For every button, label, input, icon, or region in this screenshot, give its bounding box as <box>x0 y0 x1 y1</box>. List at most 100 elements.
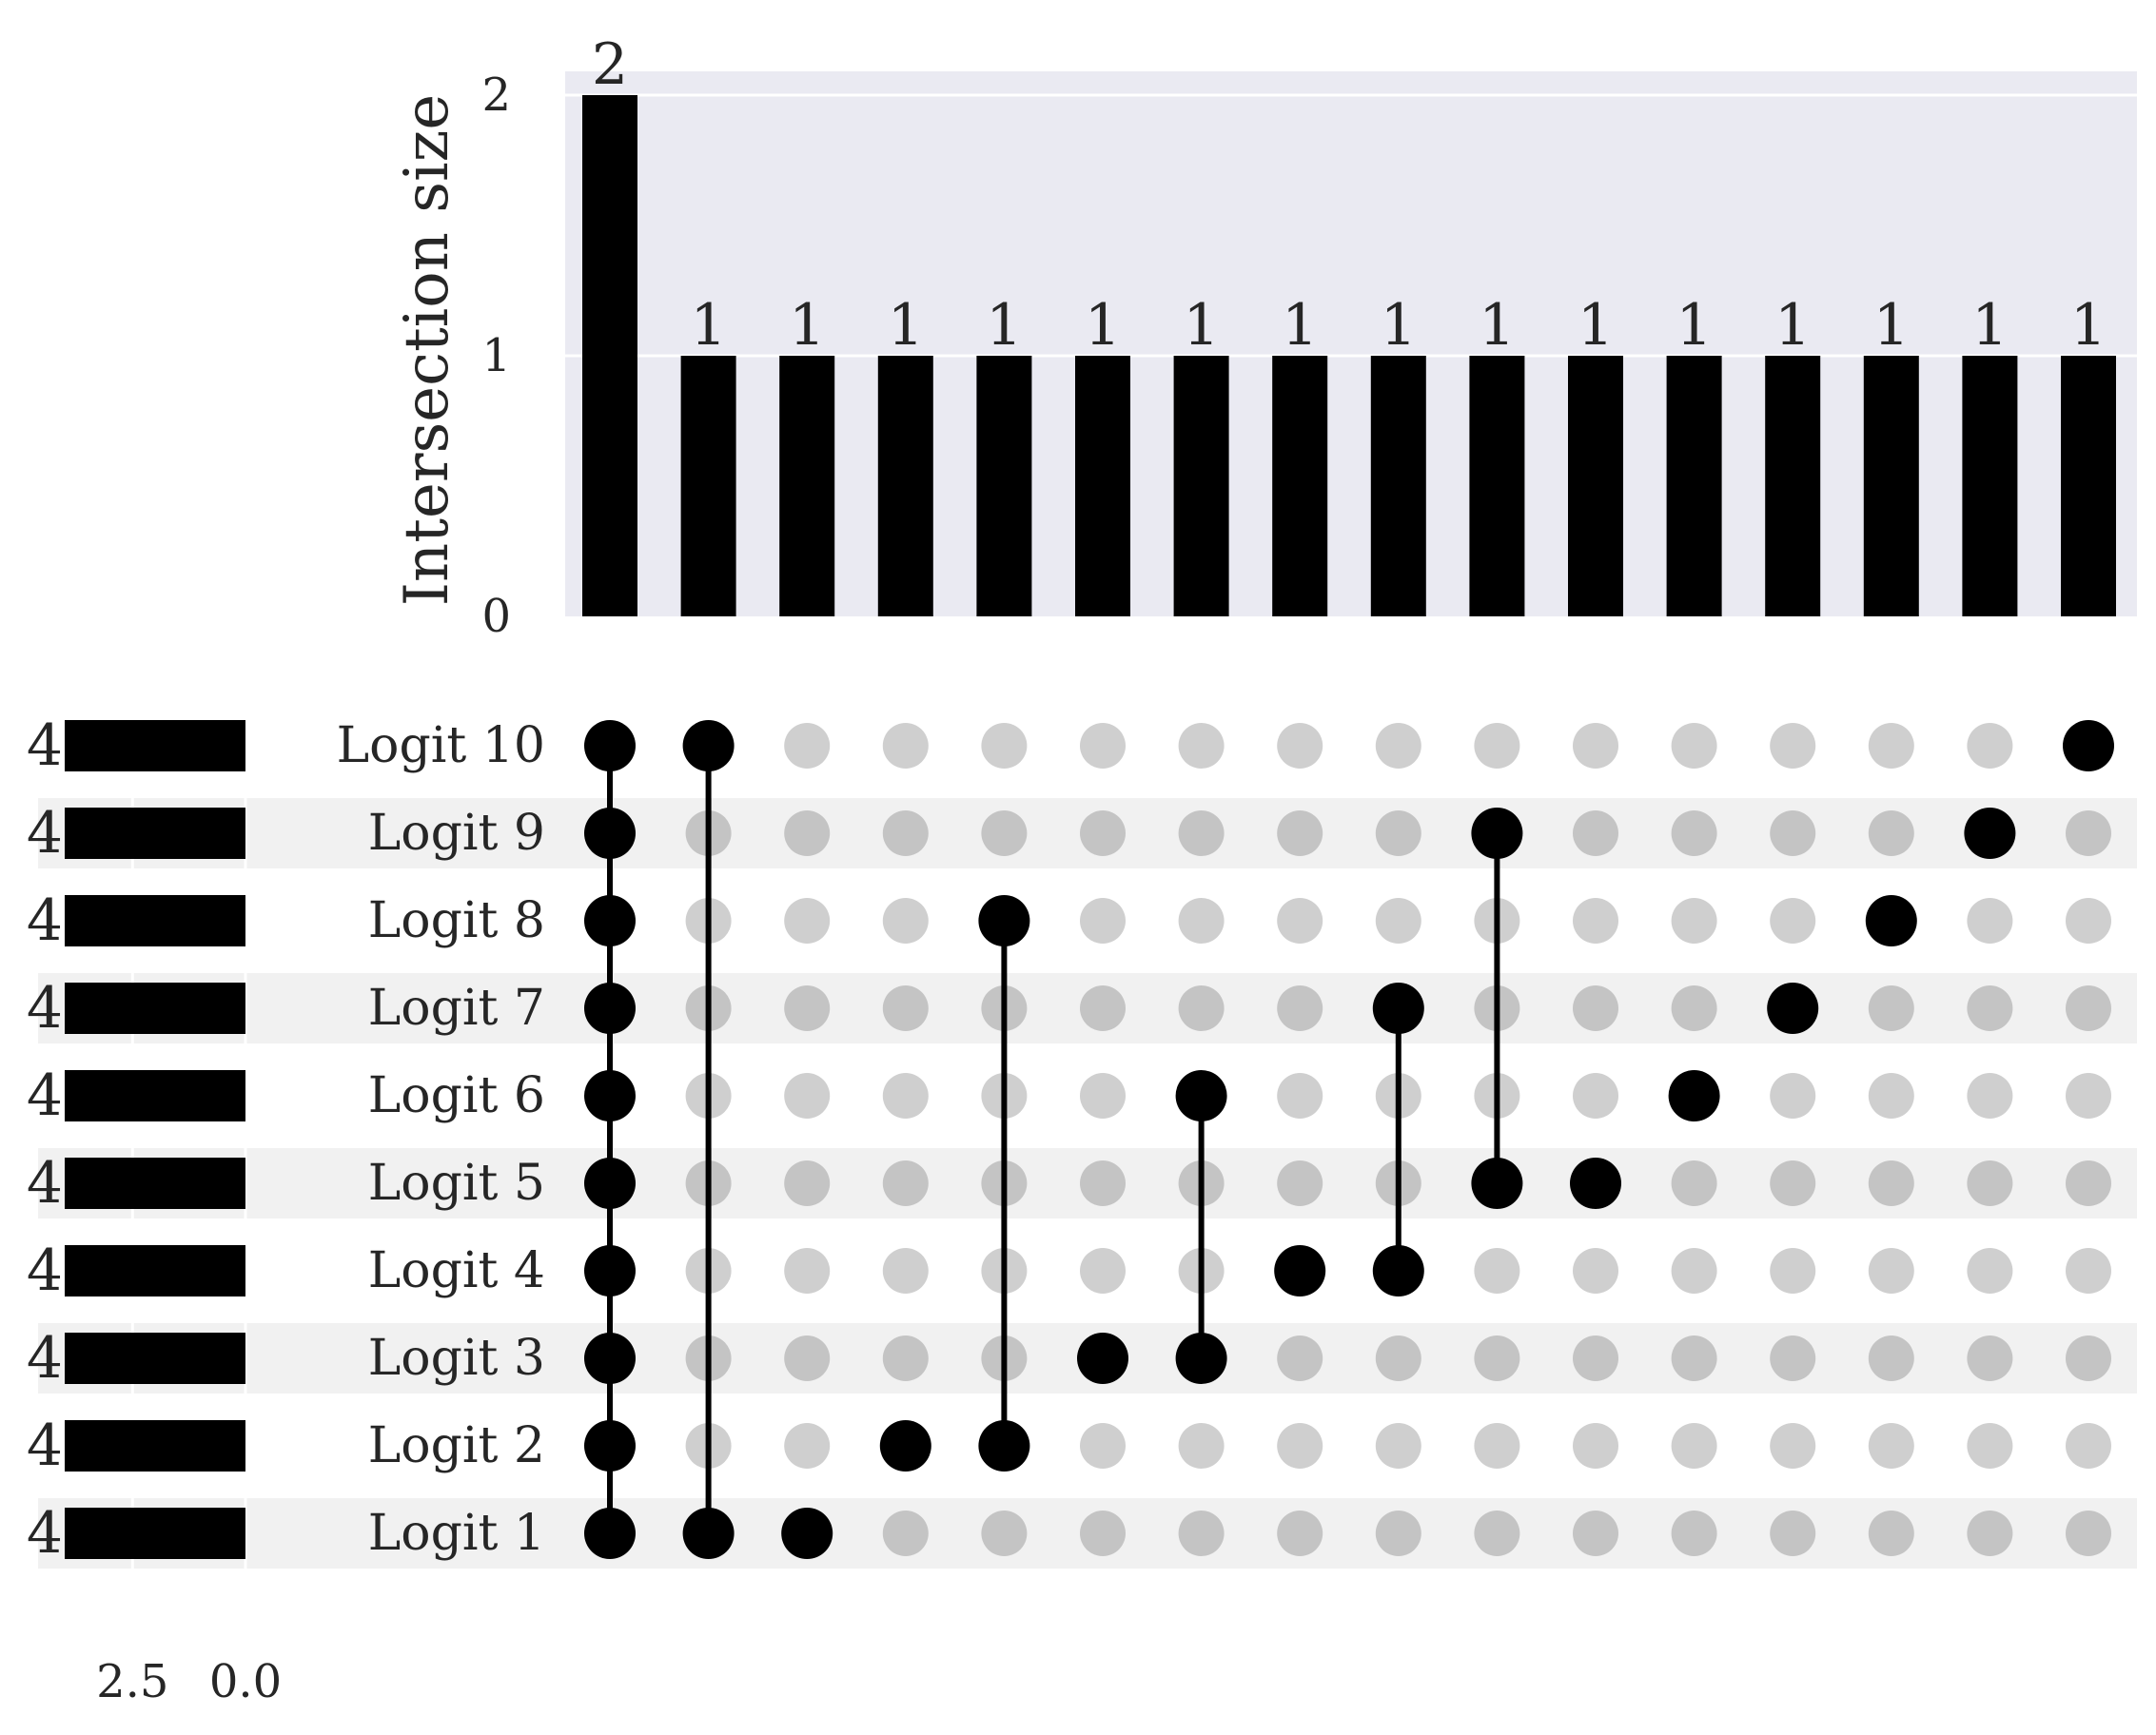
bar-value-label: 1 <box>789 292 825 359</box>
bar-value-label: 1 <box>1971 292 2008 359</box>
inactive-dot <box>1277 1511 1323 1556</box>
set-label: Logit 10 <box>337 717 545 774</box>
set-label: Logit 7 <box>368 980 545 1037</box>
inactive-dot <box>1671 810 1717 856</box>
intersection-bar <box>680 356 736 616</box>
bar-value-label: 1 <box>1184 292 1220 359</box>
inactive-dot <box>1868 1073 1914 1119</box>
inactive-dot <box>882 898 929 944</box>
intersection-bar <box>1666 356 1722 616</box>
set-label: Logit 3 <box>368 1330 545 1387</box>
inactive-dot <box>1573 810 1618 856</box>
inactive-dot <box>1868 1335 1914 1381</box>
set-size-value-label: 4 <box>27 1325 63 1392</box>
inactive-dot <box>1474 1423 1520 1469</box>
inactive-dot <box>1868 1423 1914 1469</box>
inactive-dot <box>1277 723 1323 769</box>
intersection-bar <box>1272 356 1328 616</box>
inactive-dot <box>981 723 1028 769</box>
inactive-dot <box>2066 985 2111 1031</box>
active-dot <box>1471 808 1523 859</box>
inactive-dot <box>1770 1511 1816 1556</box>
set-size-value-label: 4 <box>27 1150 63 1217</box>
set-label: Logit 5 <box>368 1155 545 1212</box>
inactive-dot <box>1967 1073 2013 1119</box>
inactive-dot <box>1671 898 1717 944</box>
inactive-dot <box>1868 985 1914 1031</box>
inactive-dot <box>1080 985 1126 1031</box>
active-dot <box>584 1508 636 1559</box>
inactive-dot <box>1671 1511 1717 1556</box>
inactive-dot <box>1770 1423 1816 1469</box>
inactive-dot <box>882 723 929 769</box>
intersection-bar <box>779 356 835 616</box>
set-size-panel: Logit 10 4 Logit 9 4 Logit 8 4 Logit 7 4 Logit 6… <box>27 712 545 1708</box>
inactive-dot <box>1770 723 1816 769</box>
bar-value-label: 1 <box>1381 292 1417 359</box>
inactive-dot <box>1671 723 1717 769</box>
inactive-dot <box>1178 1511 1225 1556</box>
active-dot <box>1767 983 1819 1034</box>
active-dot <box>879 1420 931 1472</box>
bar-value-label: 1 <box>691 292 727 359</box>
active-dot <box>1372 1245 1424 1296</box>
inactive-dot <box>1770 1160 1816 1206</box>
inactive-dot <box>1671 1335 1717 1381</box>
set-label: Logit 8 <box>368 892 545 949</box>
inactive-dot <box>1080 1160 1126 1206</box>
active-dot <box>584 1070 636 1121</box>
inactive-dot <box>1178 1423 1225 1469</box>
inactive-dot <box>784 723 831 769</box>
set-size-value-label: 4 <box>27 1238 63 1304</box>
active-dot <box>584 1333 636 1384</box>
inactive-dot <box>1967 1248 2013 1294</box>
inactive-dot <box>1080 810 1126 856</box>
inactive-dot <box>1375 723 1421 769</box>
inactive-dot <box>1967 1511 2013 1556</box>
bar-value-label: 1 <box>2070 292 2107 359</box>
bar-value-label: 1 <box>888 292 924 359</box>
set-size-bar <box>65 720 245 771</box>
intersection-bar <box>1469 356 1525 616</box>
inactive-dot <box>1573 985 1618 1031</box>
inactive-dot <box>1868 1248 1914 1294</box>
intersection-bars: 21 1 1 1 1 1 1 1 1 1 1 1 1 1 1 <box>582 31 2116 616</box>
inactive-dot <box>1770 1335 1816 1381</box>
set-size-bar <box>65 1158 245 1209</box>
active-dot <box>1274 1245 1326 1296</box>
inactive-dot <box>1967 723 2013 769</box>
inactive-dot <box>2066 1248 2111 1294</box>
active-dot <box>584 720 636 771</box>
inactive-dot <box>1178 810 1225 856</box>
inactive-dot <box>2066 898 2111 944</box>
inactive-dot <box>1671 1423 1717 1469</box>
inactive-dot <box>1770 1073 1816 1119</box>
inactive-dot <box>1573 723 1618 769</box>
active-dot <box>1175 1070 1227 1121</box>
set-label: Logit 6 <box>368 1067 545 1124</box>
inactive-dot <box>1474 1248 1520 1294</box>
inactive-dot <box>1277 810 1323 856</box>
active-dot <box>1668 1070 1720 1121</box>
inactive-dot <box>1375 1423 1421 1469</box>
inactive-dot <box>1277 1160 1323 1206</box>
inactive-dot <box>784 1335 831 1381</box>
inactive-dot <box>1573 1511 1618 1556</box>
inactive-dot <box>1770 898 1816 944</box>
set-size-bar <box>65 1508 245 1559</box>
inactive-dot <box>1375 898 1421 944</box>
inactive-dot <box>882 1511 929 1556</box>
inactive-dot <box>1277 1423 1323 1469</box>
bar-value-label: 1 <box>1774 292 1811 359</box>
inactive-dot <box>1277 1335 1323 1381</box>
inactive-dot <box>1671 985 1717 1031</box>
set-size-tick-label: 2.5 <box>96 1655 168 1708</box>
active-dot <box>1372 983 1424 1034</box>
active-dot <box>584 1420 636 1472</box>
inactive-dot <box>1770 1248 1816 1294</box>
inactive-dot <box>1277 898 1323 944</box>
inactive-dot <box>1178 985 1225 1031</box>
active-dot <box>1570 1158 1621 1209</box>
active-dot <box>1175 1333 1227 1384</box>
